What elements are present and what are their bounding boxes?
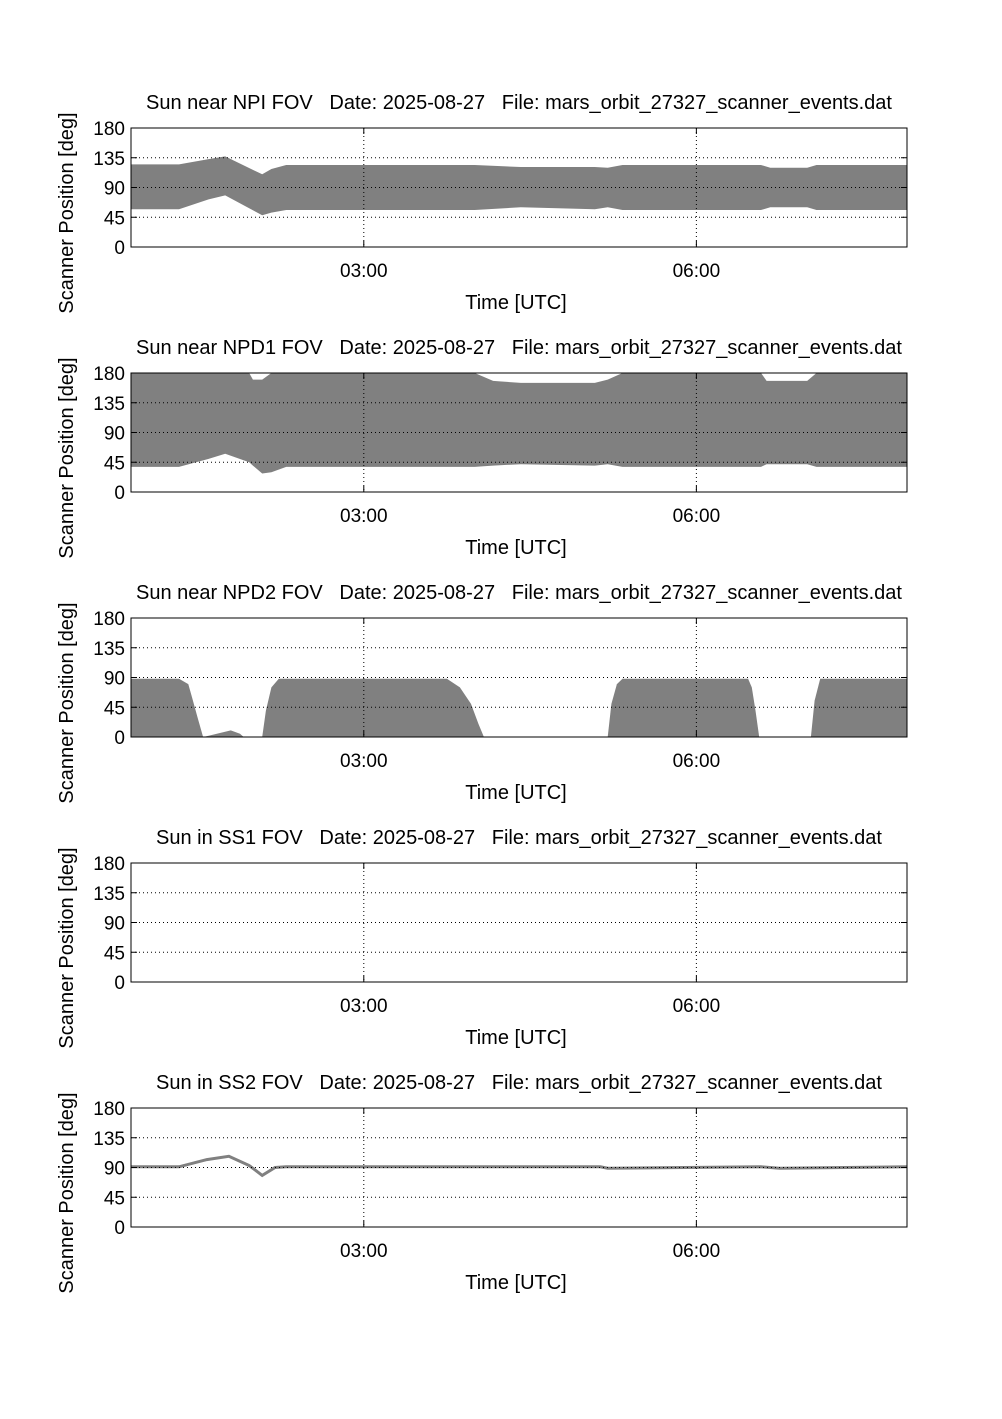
y-tick-label: 0 bbox=[114, 1218, 125, 1239]
scanner-region-area bbox=[131, 373, 907, 474]
x-axis-label: Time [UTC] bbox=[465, 782, 566, 804]
y-tick-label: 90 bbox=[104, 914, 125, 935]
y-tick-label: 45 bbox=[104, 208, 125, 229]
x-tick-label: 06:00 bbox=[673, 506, 721, 527]
y-tick-label: 45 bbox=[104, 1188, 125, 1209]
y-tick-label: 0 bbox=[114, 728, 125, 749]
y-axis-label: Scanner Position [deg] bbox=[56, 602, 78, 803]
x-tick-label: 06:00 bbox=[673, 996, 721, 1017]
y-axis-label: Scanner Position [deg] bbox=[56, 112, 78, 313]
chart-panel-1: 0 45 90 135 180 03:00 06:00 Sun near NPI FOV Da… bbox=[56, 92, 908, 314]
y-tick-label: 45 bbox=[104, 698, 125, 719]
chart-title: Sun near NPD1 FOV Date: 2025-08-27 File:… bbox=[136, 337, 902, 359]
y-axis-label: Scanner Position [deg] bbox=[56, 1092, 78, 1293]
x-tick-label: 03:00 bbox=[340, 261, 388, 282]
y-tick-label: 0 bbox=[114, 973, 125, 994]
x-tick-label: 03:00 bbox=[340, 996, 388, 1017]
y-axis-label: Scanner Position [deg] bbox=[56, 357, 78, 558]
y-tick-label: 0 bbox=[114, 238, 125, 259]
y-tick-label: 90 bbox=[104, 669, 125, 690]
y-tick-label: 90 bbox=[104, 1159, 125, 1180]
y-tick-label: 135 bbox=[93, 1129, 125, 1150]
y-tick-label: 135 bbox=[93, 149, 125, 170]
chart-title: Sun near NPD2 FOV Date: 2025-08-27 File:… bbox=[136, 582, 902, 604]
y-tick-label: 180 bbox=[93, 119, 125, 140]
x-axis-label: Time [UTC] bbox=[465, 1272, 566, 1294]
chart-title: Sun in SS2 FOV Date: 2025-08-27 File: ma… bbox=[156, 1072, 882, 1094]
y-tick-label: 180 bbox=[93, 364, 125, 385]
chart-panel-4: 0 45 90 135 180 03:00 06:00 Sun in SS1 FOV Date… bbox=[56, 827, 908, 1049]
y-tick-label: 45 bbox=[104, 943, 125, 964]
x-axis-label: Time [UTC] bbox=[465, 1027, 566, 1049]
scanner-position-line bbox=[131, 1154, 908, 1178]
x-tick-label: 03:00 bbox=[340, 506, 388, 527]
scanner-region-area-2 bbox=[262, 678, 484, 737]
x-tick-label: 03:00 bbox=[340, 751, 388, 772]
scanner-region-area-4 bbox=[810, 678, 907, 737]
scanner-region-area bbox=[131, 156, 907, 216]
y-tick-label: 180 bbox=[93, 1099, 125, 1120]
x-tick-label: 06:00 bbox=[673, 751, 721, 772]
y-tick-label: 90 bbox=[104, 179, 125, 200]
scanner-region-area-1 bbox=[131, 678, 244, 737]
y-tick-label: 45 bbox=[104, 453, 125, 474]
y-tick-label: 0 bbox=[114, 483, 125, 504]
chart-panel-3: 0 45 90 135 180 03:00 06:00 Sun near NPD2 FOV D… bbox=[56, 582, 908, 804]
scanner-region-area-3 bbox=[607, 678, 760, 737]
y-tick-label: 180 bbox=[93, 609, 125, 630]
x-tick-label: 03:00 bbox=[340, 1241, 388, 1262]
chart-title: Sun in SS1 FOV Date: 2025-08-27 File: ma… bbox=[156, 827, 882, 849]
x-tick-label: 06:00 bbox=[673, 261, 721, 282]
x-axis-label: Time [UTC] bbox=[465, 537, 566, 559]
chart-panel-2: 0 45 90 135 180 03:00 06:00 Sun near NPD1 FOV D… bbox=[56, 337, 908, 559]
y-axis-label: Scanner Position [deg] bbox=[56, 847, 78, 1048]
y-tick-label: 135 bbox=[93, 639, 125, 660]
y-tick-label: 135 bbox=[93, 884, 125, 905]
chart-title: Sun near NPI FOV Date: 2025-08-27 File: … bbox=[146, 92, 892, 114]
y-tick-label: 90 bbox=[104, 424, 125, 445]
x-tick-label: 06:00 bbox=[673, 1241, 721, 1262]
y-tick-label: 180 bbox=[93, 854, 125, 875]
chart-panel-5: 0 45 90 135 180 03:00 06:00 Sun in SS2 FOV Date… bbox=[56, 1072, 908, 1294]
y-tick-label: 135 bbox=[93, 394, 125, 415]
x-axis-label: Time [UTC] bbox=[465, 292, 566, 314]
